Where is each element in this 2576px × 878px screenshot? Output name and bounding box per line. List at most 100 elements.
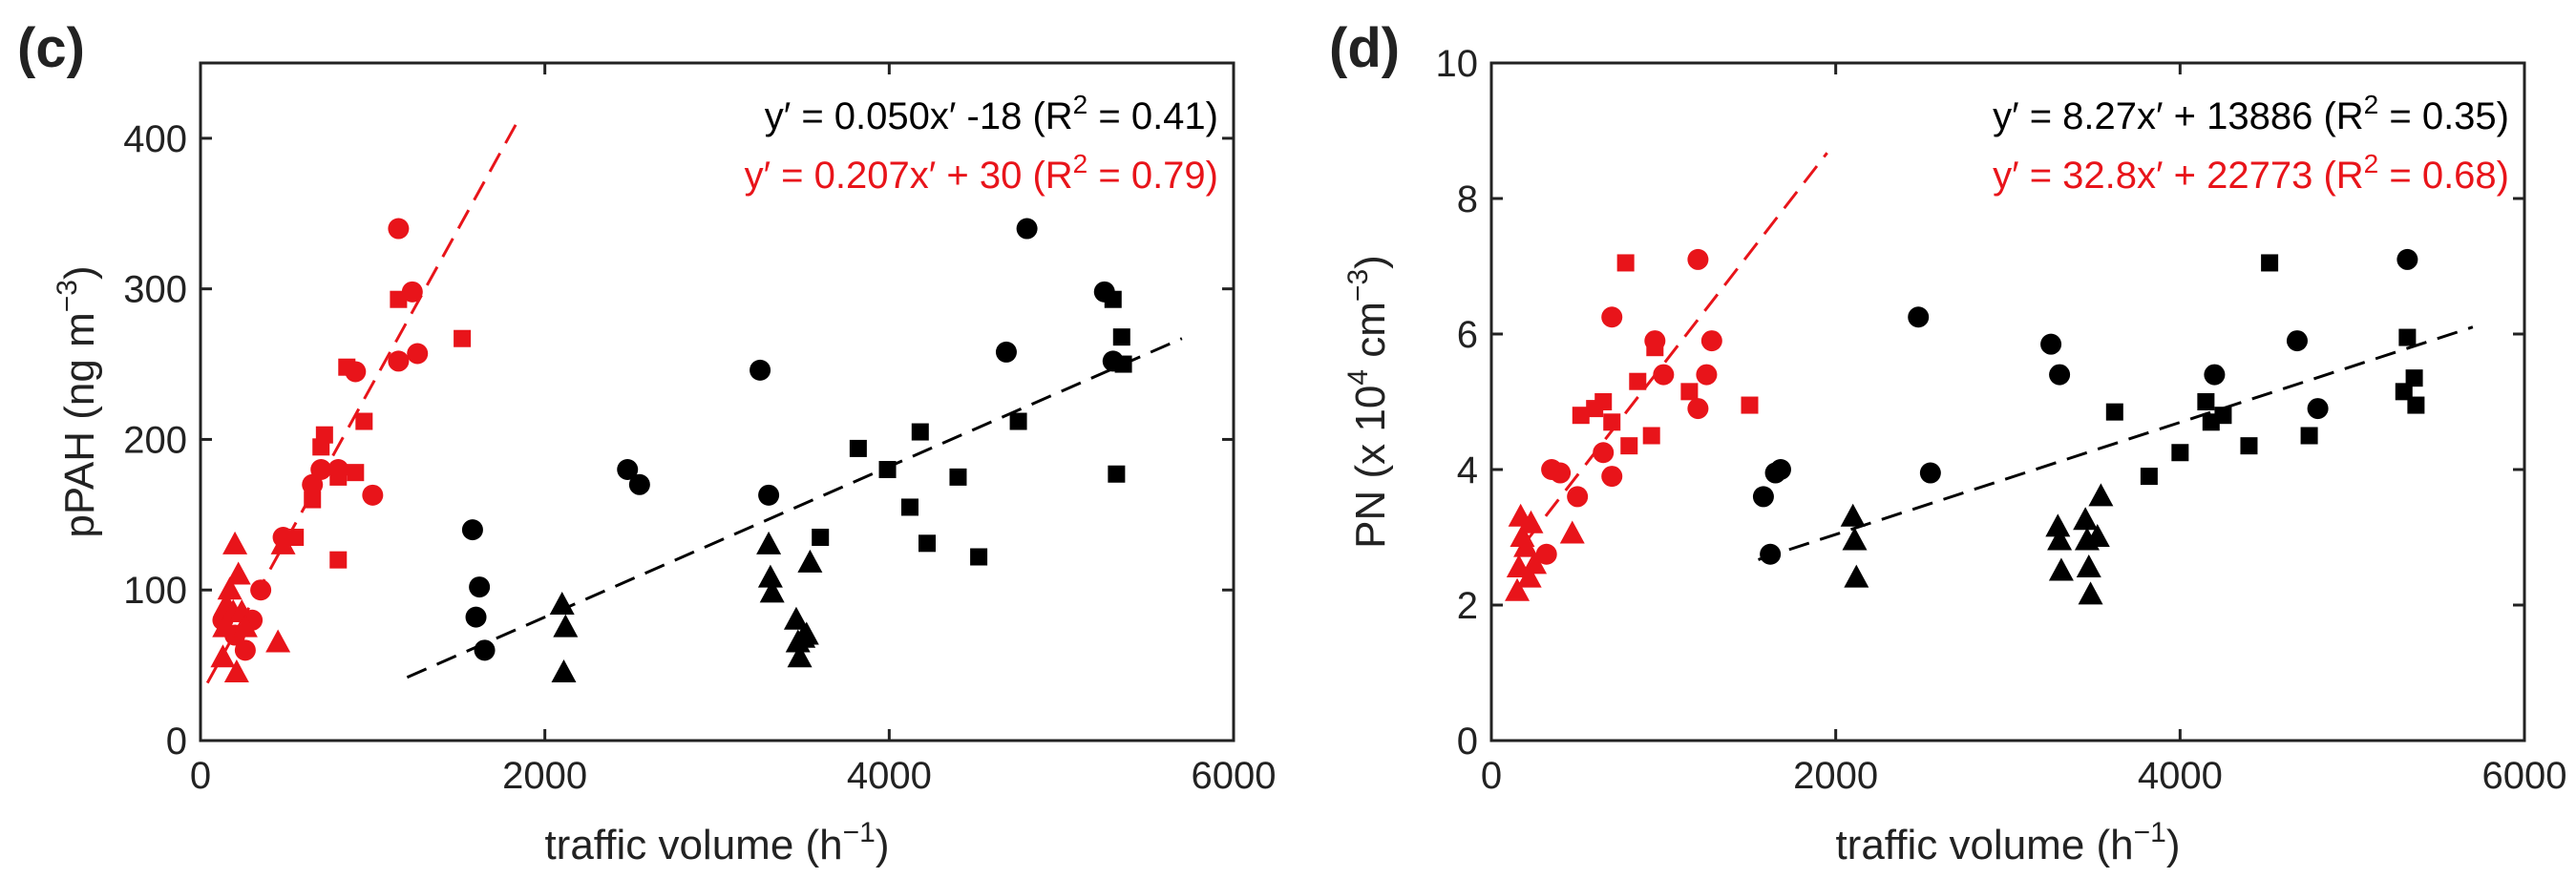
red-square-point: [338, 358, 356, 376]
black-triangle-point: [756, 531, 782, 554]
black-square-point: [2105, 403, 2123, 421]
x-tick-label: 0: [1481, 755, 1502, 797]
black-triangle-point: [757, 564, 783, 588]
y-tick-label: 6: [1457, 314, 1478, 356]
black-triangle-point: [2076, 554, 2101, 577]
black-triangle-point: [2078, 581, 2103, 605]
red-square-point: [315, 426, 333, 444]
black-triangle-point: [759, 579, 785, 603]
red-triangle-point: [265, 629, 291, 653]
plot-frame: [1489, 61, 2526, 742]
red-square-point: [1603, 413, 1621, 431]
red-circle-point: [1700, 330, 1722, 352]
x-axis-label: traffic volume (h−1): [544, 817, 889, 868]
red-square-point: [1572, 407, 1590, 425]
regression-line: [1524, 152, 1828, 543]
black-square-point: [849, 439, 867, 457]
red-circle-point: [1687, 248, 1709, 270]
red-circle-point: [388, 350, 410, 372]
black-triangle-point: [797, 549, 823, 573]
red-square-point: [1741, 396, 1759, 414]
black-circle-point: [2049, 364, 2071, 386]
black-square-point: [970, 548, 988, 566]
red-triangle-point: [1559, 520, 1585, 544]
red-square-point: [1616, 254, 1635, 272]
equation-black: y′ = 8.27x′ + 13886 (R2 = 0.35): [1993, 90, 2509, 137]
red-circle-point: [1567, 486, 1589, 508]
red-circle-point: [1601, 466, 1623, 488]
regression-line: [406, 337, 1183, 679]
red-circle-point: [407, 343, 429, 365]
panel-label: (c): [17, 17, 85, 79]
red-triangle-point: [223, 659, 249, 682]
x-tick-label: 4000: [847, 755, 932, 797]
red-circle-point: [234, 639, 256, 661]
black-circle-point: [2040, 333, 2062, 355]
black-circle-point: [2286, 330, 2308, 352]
black-square-point: [1009, 412, 1027, 430]
red-triangle-point: [1522, 551, 1548, 575]
red-triangle-point: [232, 614, 258, 638]
red-circle-point: [310, 459, 332, 480]
black-circle-point: [1760, 543, 1782, 565]
black-triangle-point: [2088, 483, 2114, 507]
red-square-point: [1646, 339, 1664, 357]
red-square-point: [390, 290, 408, 308]
black-square-point: [2197, 393, 2215, 410]
red-triangle-point: [210, 644, 236, 668]
black-square-point: [2300, 427, 2318, 445]
black-circle-point: [1016, 218, 1038, 240]
y-tick-label: 100: [123, 570, 187, 612]
x-tick-label: 2000: [1793, 755, 1878, 797]
equation-red: y′ = 0.207x′ + 30 (R2 = 0.79): [745, 149, 1218, 197]
black-square-point: [2261, 254, 2279, 272]
y-tick-label: 4: [1457, 449, 1478, 491]
equation-red: y′ = 32.8x′ + 22773 (R2 = 0.68): [1993, 149, 2509, 197]
black-square-point: [2214, 407, 2232, 425]
y-axis-label: PN (x 104 cm−3): [1342, 255, 1394, 549]
black-square-point: [1112, 328, 1130, 346]
black-triangle-point: [2045, 513, 2071, 537]
y-tick-label: 8: [1457, 178, 1478, 220]
red-square-point: [286, 529, 305, 546]
black-square-point: [918, 534, 937, 553]
equation-black: y′ = 0.050x′ -18 (R2 = 0.41): [765, 90, 1218, 137]
red-square-point: [1620, 437, 1638, 455]
red-square-point: [454, 329, 472, 347]
red-triangle-point: [270, 531, 296, 554]
x-tick-label: 6000: [2482, 755, 2567, 797]
red-triangle-point: [212, 614, 238, 638]
y-tick-label: 300: [123, 269, 187, 311]
red-circle-point: [362, 484, 384, 506]
red-circle-point: [250, 579, 272, 601]
black-square-point: [1104, 290, 1122, 308]
black-square-point: [2398, 328, 2417, 346]
y-tick-label: 0: [166, 721, 187, 763]
black-circle-point: [1769, 459, 1791, 480]
black-square-point: [2405, 369, 2423, 387]
red-circle-point: [1687, 398, 1709, 420]
black-circle-point: [2307, 398, 2329, 420]
red-triangle-point: [225, 561, 251, 585]
y-tick-label: 2: [1457, 585, 1478, 627]
black-circle-point: [617, 459, 639, 480]
black-square-point: [1108, 465, 1126, 483]
red-circle-point: [1535, 543, 1557, 565]
red-circle-point: [1601, 306, 1623, 328]
red-triangle-point: [1513, 533, 1539, 557]
red-square-point: [329, 551, 348, 569]
black-triangle-point: [553, 614, 579, 638]
panel-d: (d) 0 2000 4000 6000 0 2 4 6 8 10 traffic volume …: [1329, 17, 2566, 868]
black-circle-point: [465, 606, 487, 628]
red-triangle-point: [1516, 564, 1542, 588]
black-circle-point: [628, 473, 650, 495]
black-triangle-point: [2048, 557, 2074, 581]
black-triangle-point: [793, 621, 819, 645]
x-axis-label: traffic volume (h−1): [1835, 817, 2180, 868]
black-triangle-point: [2073, 507, 2099, 531]
red-square-point: [347, 464, 365, 482]
black-square-point: [2171, 444, 2189, 462]
black-square-point: [900, 498, 918, 516]
red-triangle-point: [1518, 510, 1544, 533]
y-tick-label: 200: [123, 419, 187, 461]
